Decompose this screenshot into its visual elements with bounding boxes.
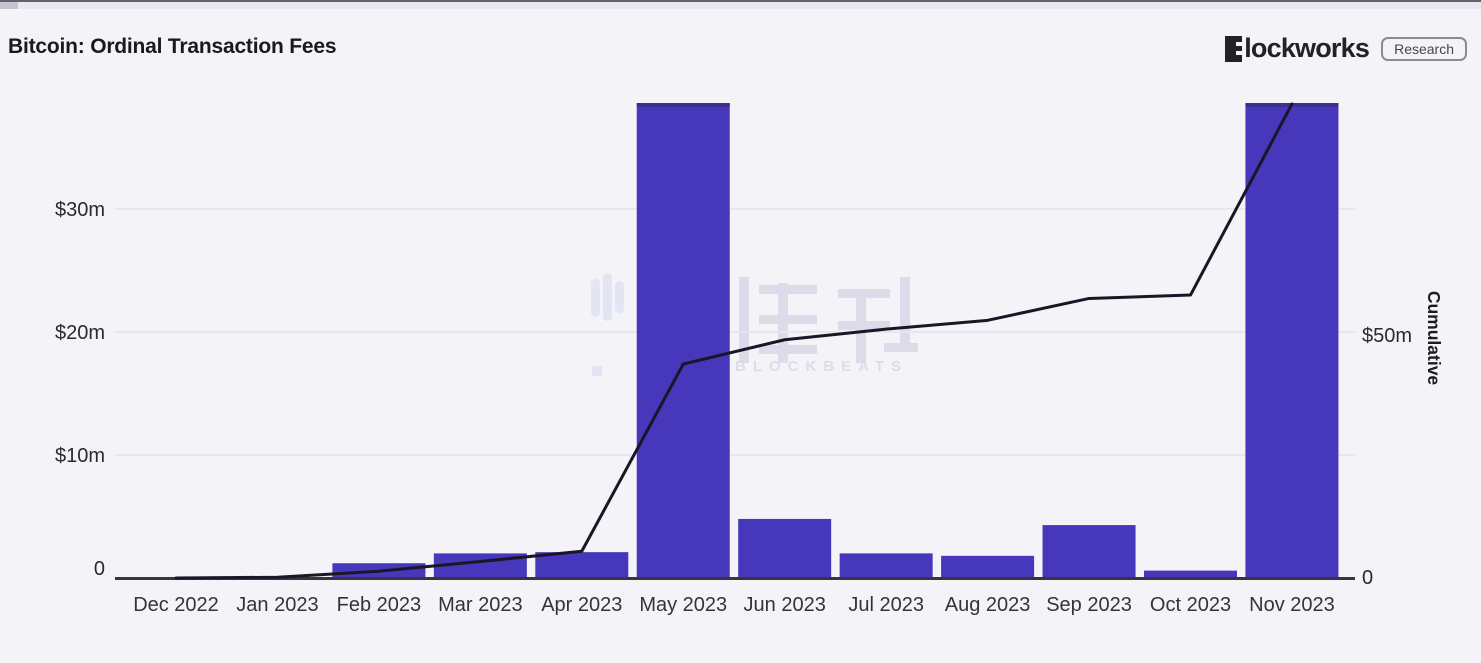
top-window-strip: [0, 0, 1481, 9]
x-axis-label: Apr 2023: [541, 594, 622, 616]
x-axis-label: Dec 2022: [133, 594, 219, 616]
right-axis-title: Cumulative: [1424, 291, 1444, 386]
bar-jun-2023: [738, 518, 832, 577]
bar-oct-2023: [1144, 570, 1237, 577]
x-axis-label: Jan 2023: [236, 594, 318, 616]
bar-sep-2023: [1042, 525, 1136, 577]
blockworks-logo-text: lockworks: [1244, 33, 1370, 63]
right-axis-tick-label: $50m: [1362, 325, 1412, 347]
left-axis-tick-label: $20m: [55, 322, 105, 344]
x-axis-label: Aug 2023: [945, 594, 1031, 616]
blockworks-wordmark: lockworks: [1225, 33, 1370, 64]
bar-aug-2023: [941, 555, 1035, 577]
bar-nov-2023: [1245, 103, 1339, 577]
x-axis-label: Mar 2023: [438, 594, 523, 616]
top-strip-corner: [0, 2, 18, 9]
left-axis-tick-label: $10m: [55, 445, 105, 467]
chart-title: Bitcoin: Ordinal Transaction Fees: [8, 35, 337, 58]
x-axis-label: Oct 2023: [1150, 594, 1231, 616]
blockworks-logo: lockworks Research: [1225, 33, 1467, 64]
x-axis-label: Sep 2023: [1046, 594, 1132, 616]
x-axis-label: Jul 2023: [848, 594, 924, 616]
left-axis-tick-label: $30m: [55, 199, 105, 221]
right-axis-tick-label: 0: [1362, 567, 1373, 589]
bar-may-2023: [636, 103, 730, 577]
cumulative-line: [174, 102, 1294, 580]
x-axis-label: Nov 2023: [1249, 594, 1335, 616]
left-axis-tick-label: 0: [94, 558, 105, 580]
x-axis-label: May 2023: [639, 594, 727, 616]
bar-jul-2023: [839, 553, 933, 577]
x-axis-label: Feb 2023: [337, 594, 422, 616]
bar-clip-cap: [636, 103, 730, 107]
blockworks-logo-mark-icon: [1225, 35, 1243, 62]
x-axis-label: Jun 2023: [744, 594, 826, 616]
research-badge: Research: [1381, 36, 1467, 61]
bar-apr-2023: [535, 552, 629, 577]
